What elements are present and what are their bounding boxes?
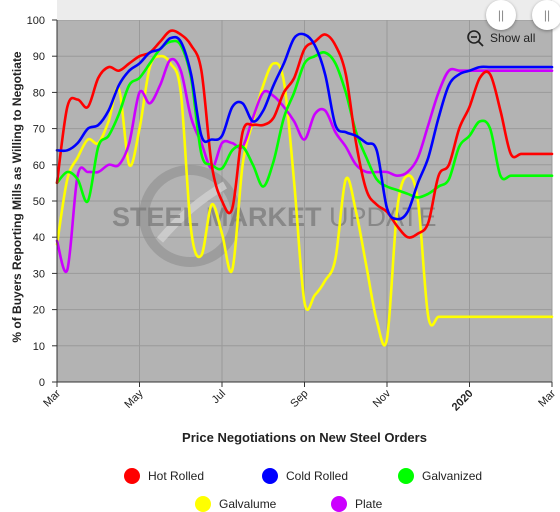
- show-all-button[interactable]: Show all: [466, 29, 535, 47]
- legend-label: Galvalume: [219, 497, 277, 511]
- y-tick-label: 50: [33, 196, 45, 208]
- pause-icon: ||: [497, 8, 505, 22]
- scrollbar-track[interactable]: [57, 0, 552, 20]
- series-line-galvanized: [55, 39, 554, 204]
- legend-swatch: [195, 496, 211, 512]
- scroll-left-handle[interactable]: ||: [486, 0, 516, 30]
- y-tick-label: 30: [33, 268, 45, 280]
- legend-swatch: [398, 468, 414, 484]
- y-tick-label: 80: [33, 87, 45, 99]
- legend-label: Hot Rolled: [148, 469, 205, 483]
- y-tick-label: 60: [33, 160, 45, 172]
- pause-icon: ||: [543, 8, 551, 22]
- magnifier-minus-icon: [467, 30, 484, 47]
- legend-label: Galvanized: [422, 469, 483, 483]
- y-tick-label: 70: [33, 124, 45, 136]
- x-tick-label: Sep: [288, 388, 310, 410]
- y-axis: 0 10 20 30 40 50 60 70 80 90 100: [27, 15, 58, 389]
- legend-item-cold-rolled[interactable]: Cold Rolled: [262, 468, 348, 484]
- legend-label: Plate: [355, 497, 383, 511]
- series-layer: [55, 29, 554, 347]
- series-line-cold-rolled: [55, 32, 554, 221]
- watermark-ring: [139, 165, 241, 267]
- x-axis: Mar May Jul Sep Nov 2020 Mar: [41, 381, 558, 414]
- x-tick-label: Jul: [210, 388, 228, 406]
- legend-item-galvalume[interactable]: Galvalume: [195, 496, 276, 512]
- legend-swatch: [331, 496, 347, 512]
- legend-swatch: [262, 468, 278, 484]
- x-axis-title: Price Negotiations on New Steel Orders: [182, 430, 427, 445]
- y-tick-label: 100: [27, 15, 45, 27]
- y-tick-label: 20: [33, 305, 45, 317]
- x-tick-label: Mar: [536, 387, 558, 409]
- legend-item-plate[interactable]: Plate: [331, 496, 382, 512]
- y-axis-title: % of Buyers Reporting Mills as Willing t…: [10, 51, 24, 343]
- x-tick-label: Nov: [371, 387, 394, 410]
- legend-item-galvanized[interactable]: Galvanized: [398, 468, 482, 484]
- legend: Hot Rolled Cold Rolled Galvanized Galval…: [0, 462, 560, 512]
- y-tick-label: 10: [33, 341, 45, 353]
- series-line-hot-rolled: [55, 29, 554, 239]
- y-tick-label: 0: [39, 377, 45, 389]
- y-tick-label: 40: [33, 232, 45, 244]
- series-line-galvalume: [55, 54, 554, 347]
- scroll-right-handle[interactable]: ||: [532, 0, 560, 30]
- chart-canvas: STEEL MARKET UPDATE 01020304050607080901…: [27, 0, 558, 414]
- x-tick-label: May: [122, 387, 146, 411]
- legend-label: Cold Rolled: [286, 469, 349, 483]
- x-tick-label: Mar: [41, 387, 63, 409]
- legend-swatch: [124, 468, 140, 484]
- x-tick-label: 2020: [450, 388, 476, 414]
- legend-item-hot-rolled[interactable]: Hot Rolled: [124, 468, 204, 484]
- y-tick-label: 90: [33, 51, 45, 63]
- show-all-label[interactable]: Show all: [490, 31, 536, 45]
